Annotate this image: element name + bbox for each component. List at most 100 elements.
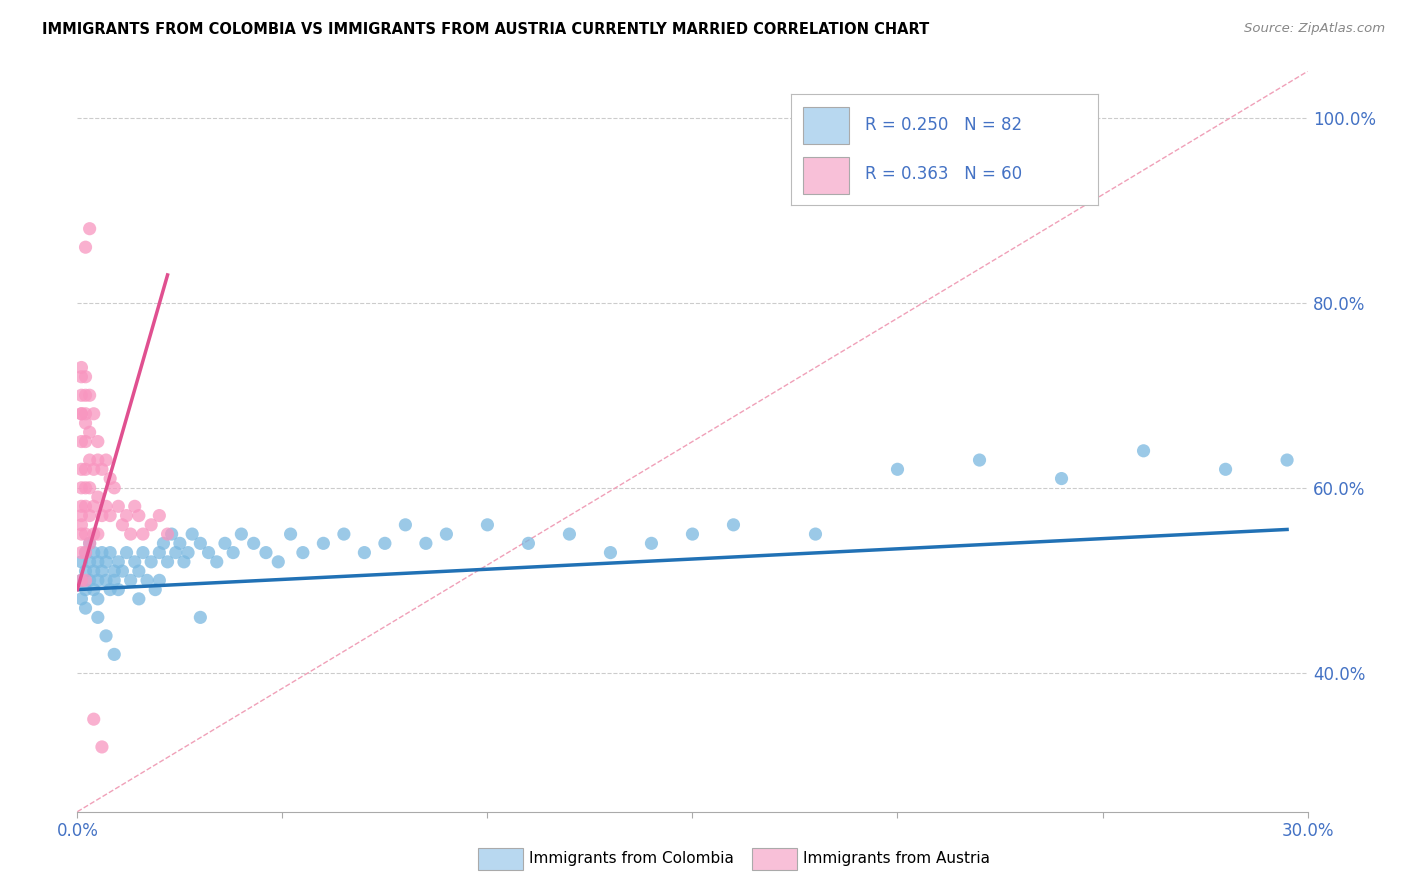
Point — [75, 481, 97, 495]
Point — [1050, 471, 1073, 485]
Point — [75, 369, 97, 384]
Point — [75, 462, 97, 476]
Point — [70, 388, 93, 402]
Point — [254, 545, 277, 560]
Point — [103, 574, 125, 588]
Point — [75, 500, 97, 514]
Point — [83, 712, 105, 726]
Point — [120, 574, 142, 588]
Point — [70, 407, 93, 421]
Point — [79, 221, 101, 235]
Point — [107, 582, 129, 597]
Point — [312, 536, 335, 550]
Point — [148, 574, 170, 588]
Point — [156, 555, 179, 569]
Point — [79, 555, 101, 569]
Text: Immigrants from Austria: Immigrants from Austria — [803, 852, 990, 866]
Point — [141, 555, 163, 569]
Point — [804, 527, 827, 541]
Point — [94, 555, 117, 569]
Point — [87, 434, 110, 449]
Point — [70, 555, 93, 569]
Point — [640, 536, 662, 550]
Point — [79, 453, 101, 467]
Point — [156, 527, 179, 541]
Point — [94, 574, 117, 588]
Point — [79, 425, 101, 440]
Point — [79, 536, 101, 550]
Point — [124, 555, 146, 569]
Point — [165, 545, 187, 560]
Point — [83, 545, 105, 560]
Point — [148, 545, 170, 560]
Point — [90, 564, 114, 578]
Point — [205, 555, 228, 569]
Point — [160, 527, 183, 541]
Point — [87, 591, 110, 606]
Point — [231, 527, 253, 541]
Point — [70, 591, 93, 606]
Point — [124, 500, 146, 514]
Point — [181, 527, 204, 541]
Point — [267, 555, 290, 569]
Point — [83, 500, 105, 514]
Point — [75, 564, 97, 578]
Point — [1132, 443, 1154, 458]
Point — [90, 739, 114, 754]
Point — [98, 471, 121, 485]
Point — [280, 527, 302, 541]
Point — [98, 508, 121, 523]
Point — [70, 369, 93, 384]
Point — [120, 527, 142, 541]
Point — [75, 582, 97, 597]
Point — [141, 517, 163, 532]
Point — [188, 610, 212, 624]
Point — [415, 536, 437, 550]
Point — [173, 555, 195, 569]
Point — [94, 500, 117, 514]
Point — [70, 462, 93, 476]
Text: IMMIGRANTS FROM COLOMBIA VS IMMIGRANTS FROM AUSTRIA CURRENTLY MARRIED CORRELATIO: IMMIGRANTS FROM COLOMBIA VS IMMIGRANTS F… — [42, 22, 929, 37]
Point — [70, 508, 93, 523]
Point — [94, 453, 117, 467]
Point — [394, 517, 416, 532]
Point — [558, 527, 581, 541]
Point — [177, 545, 200, 560]
Point — [353, 545, 375, 560]
Point — [83, 462, 105, 476]
Point — [70, 481, 93, 495]
Point — [79, 508, 101, 523]
Point — [90, 508, 114, 523]
Point — [143, 582, 166, 597]
Point — [1215, 462, 1237, 476]
Point — [79, 481, 101, 495]
Point — [70, 360, 93, 375]
Point — [103, 564, 125, 578]
Point — [107, 500, 129, 514]
Point — [83, 582, 105, 597]
Point — [969, 453, 991, 467]
Point — [70, 407, 93, 421]
Point — [83, 527, 105, 541]
Point — [75, 545, 97, 560]
Point — [128, 564, 150, 578]
Point — [87, 453, 110, 467]
Point — [436, 527, 458, 541]
Point — [75, 527, 97, 541]
Point — [374, 536, 396, 550]
Point — [87, 610, 110, 624]
Point — [477, 517, 499, 532]
Point — [517, 536, 540, 550]
Point — [128, 508, 150, 523]
Point — [90, 462, 114, 476]
Point — [70, 434, 93, 449]
Point — [152, 536, 174, 550]
Point — [70, 517, 93, 532]
Point — [115, 508, 138, 523]
Point — [682, 527, 704, 541]
Point — [75, 388, 97, 402]
Point — [70, 574, 93, 588]
Point — [75, 434, 97, 449]
Point — [87, 574, 110, 588]
Point — [75, 545, 97, 560]
